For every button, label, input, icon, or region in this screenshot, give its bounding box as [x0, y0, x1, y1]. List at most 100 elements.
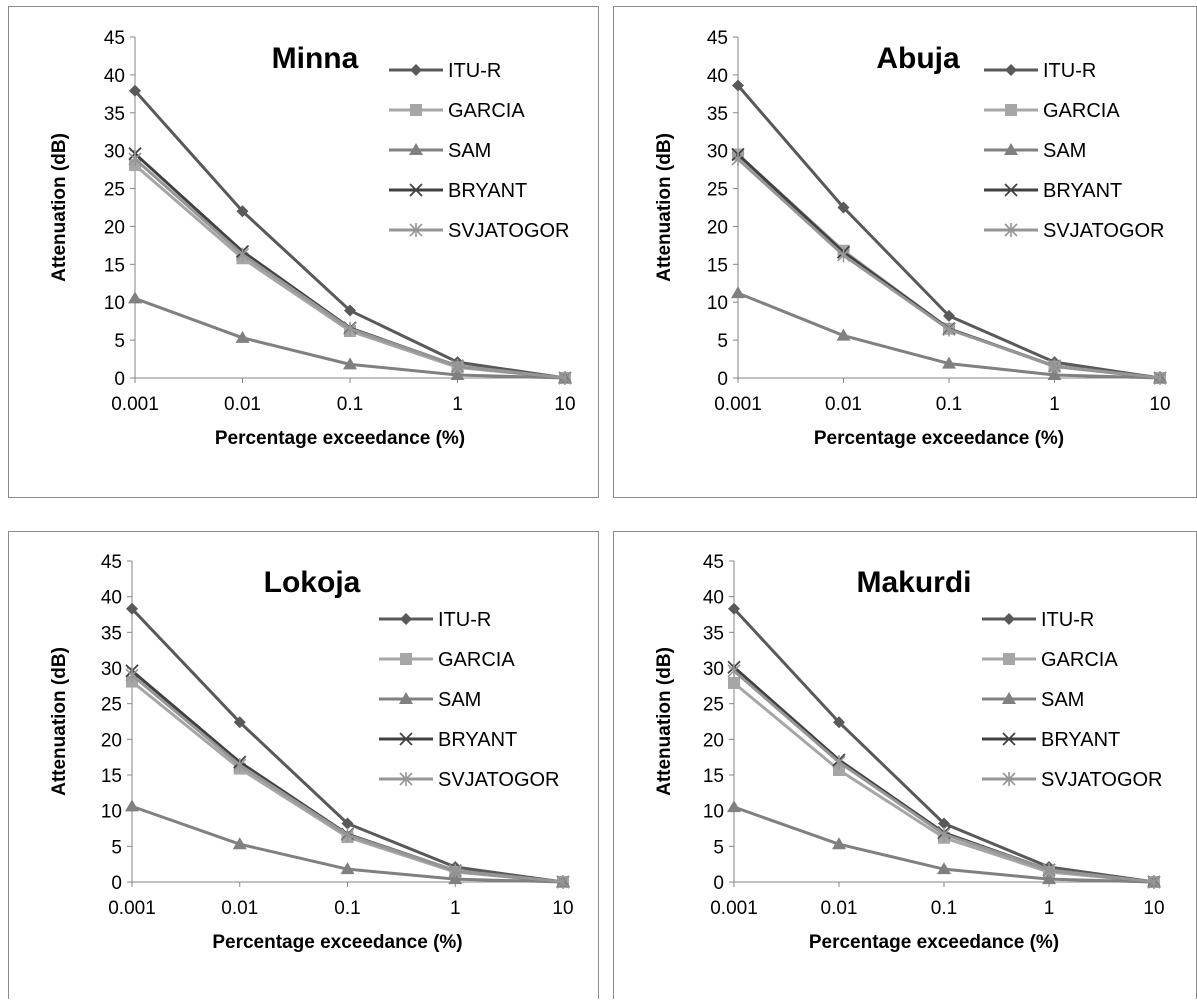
data-point-svjatogor: [942, 322, 956, 337]
y-tick-label: 45: [104, 28, 125, 49]
y-tick-label: 10: [101, 802, 122, 823]
data-point-svjatogor: [125, 668, 139, 683]
y-tick-label: 5: [114, 331, 125, 352]
y-tick-label: 45: [101, 552, 122, 573]
legend-label-bryant: BRYANT: [1043, 180, 1122, 202]
x-axis-label: Percentage exceedance (%): [814, 428, 1064, 449]
y-tick-label: 40: [703, 588, 724, 609]
data-point-svjatogor: [448, 863, 462, 878]
data-point-svjatogor: [727, 663, 741, 678]
data-point-svjatogor: [340, 827, 355, 842]
legend-marker-sam: [399, 692, 413, 704]
data-point-svjatogor: [937, 827, 951, 842]
x-tick-label: 10: [552, 898, 573, 919]
y-tick-label: 45: [707, 28, 728, 49]
data-point-svjatogor: [343, 321, 357, 336]
legend-marker-itu-r: [1003, 613, 1015, 625]
y-axis-label: Attenuation (dB): [654, 133, 675, 282]
data-point-sam: [232, 837, 247, 850]
y-tick-label: 25: [703, 695, 724, 716]
y-tick-label: 5: [713, 837, 724, 858]
chart-panel-minna: 0 5 10 15 20 25 30 35 40 45 0.001 0.01 0.1 1 10 Percent…: [8, 6, 599, 498]
legend-label-sam: SAM: [1041, 689, 1084, 711]
legend-label-bryant: BRYANT: [448, 180, 527, 202]
data-point-sam: [836, 328, 851, 341]
legend-label-sam: SAM: [438, 689, 481, 711]
legend-marker-bryant: [409, 183, 423, 197]
data-point-itu-r: [341, 817, 354, 830]
legend-label-svjatogor: SVJATOGOR: [1043, 220, 1165, 242]
y-tick-label: 15: [101, 766, 122, 787]
y-tick-label: 10: [703, 802, 724, 823]
data-point-sam: [1042, 872, 1056, 885]
data-point-svjatogor: [832, 755, 846, 770]
data-point-sam: [343, 357, 357, 370]
x-tick-label: 0.1: [337, 394, 363, 415]
x-tick-label: 1: [452, 394, 463, 415]
data-point-svjatogor: [556, 875, 570, 889]
legend-marker-sam: [1002, 692, 1016, 704]
data-point-svjatogor: [128, 152, 142, 167]
y-tick-label: 40: [707, 66, 728, 87]
data-point-itu-r: [129, 84, 141, 97]
data-point-sam: [937, 862, 951, 875]
y-tick-label: 5: [111, 837, 122, 858]
data-point-svjatogor: [1047, 358, 1062, 373]
legend-marker-bryant-stroke-2: [1002, 732, 1016, 746]
legend-marker-garcia: [1003, 653, 1015, 665]
data-point-svjatogor: [731, 152, 745, 167]
data-point-itu-r: [126, 602, 138, 615]
y-tick-label: 30: [707, 142, 728, 163]
legend-label-svjatogor: SVJATOGOR: [1041, 769, 1163, 791]
x-tick-label: 0.1: [936, 394, 962, 415]
y-tick-label: 20: [104, 217, 125, 238]
data-point-itu-r: [233, 716, 246, 729]
y-axis-label: Attenuation (dB): [49, 647, 70, 796]
x-tick-label: 0.1: [334, 898, 360, 919]
x-tick-label: 0.001: [710, 898, 758, 919]
legend-label-garcia: GARCIA: [1041, 649, 1118, 671]
data-point-svjatogor: [235, 247, 250, 262]
legend-label-itu-r: ITU-R: [438, 609, 491, 631]
chart-svg-minna: 0 5 10 15 20 25 30 35 40 45 0.001 0.01 0.1 1 10 Percent…: [49, 28, 576, 449]
legend-marker-garcia: [400, 653, 412, 665]
data-point-sam: [942, 356, 956, 369]
legend-label-sam: SAM: [1043, 140, 1086, 162]
data-point-sam: [340, 862, 355, 875]
y-tick-label: 25: [104, 180, 125, 201]
y-tick-label: 25: [707, 180, 728, 201]
chart-svg-lokoja: 0 5 10 15 20 25 30 35 40 45 0.001 0.01 0.1 1 10 Percent…: [49, 552, 574, 953]
x-tick-label: 0.1: [931, 898, 957, 919]
x-axis-label: Percentage exceedance (%): [212, 932, 462, 953]
legend-marker-itu-r: [410, 64, 422, 76]
legend-label-itu-r: ITU-R: [1043, 60, 1096, 82]
legend-marker-bryant: [399, 732, 413, 746]
legend-marker-bryant: [1002, 732, 1016, 746]
data-point-sam: [832, 837, 846, 850]
data-point-sam: [731, 286, 745, 299]
data-point-itu-r: [943, 309, 955, 322]
legend-label-garcia: GARCIA: [438, 649, 515, 671]
data-point-itu-r: [837, 201, 850, 214]
data-point-sam: [448, 872, 463, 885]
y-tick-label: 45: [703, 552, 724, 573]
chart-title-abuja: Abuja: [876, 42, 960, 75]
x-tick-label: 10: [1143, 898, 1164, 919]
chart-title-lokoja: Lokoja: [264, 566, 361, 599]
y-tick-label: 0: [114, 369, 125, 390]
y-tick-label: 15: [707, 255, 728, 276]
chart-svg-abuja: 0 5 10 15 20 25 30 35 40 45 0.001 0.01 0.1 1 10 Percent…: [654, 28, 1171, 449]
y-tick-label: 0: [111, 873, 122, 894]
legend-marker-svjatogor: [1004, 223, 1018, 237]
y-tick-label: 20: [707, 217, 728, 238]
y-tick-label: 0: [717, 369, 728, 390]
x-tick-label: 0.001: [108, 898, 156, 919]
x-tick-label: 0.001: [714, 394, 762, 415]
legend-label-itu-r: ITU-R: [448, 60, 501, 82]
x-tick-label: 10: [554, 394, 575, 415]
legend-marker-svjatogor: [409, 223, 423, 237]
data-point-svjatogor: [1153, 371, 1167, 385]
y-tick-label: 35: [703, 623, 724, 644]
x-tick-label: 1: [1049, 394, 1060, 415]
legend-marker-garcia: [1005, 104, 1017, 116]
